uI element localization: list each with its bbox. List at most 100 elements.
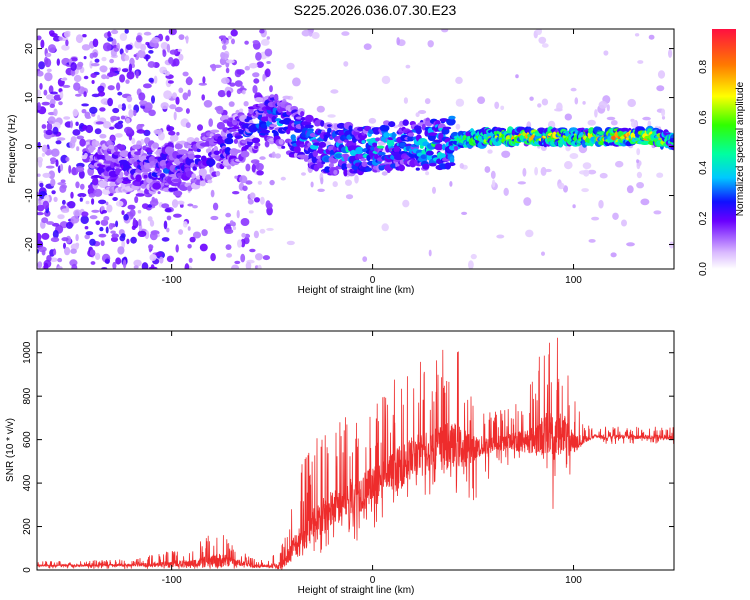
spectrogram-ridge-cell xyxy=(620,127,630,132)
spectrogram-cell xyxy=(226,253,233,258)
spectrogram-cell xyxy=(98,199,107,205)
spectrogram-cell xyxy=(128,109,134,118)
spectrogram-cell xyxy=(149,231,158,241)
spectrogram-cell xyxy=(141,262,149,269)
spectrogram-cell xyxy=(85,231,94,236)
spectrogram-cell xyxy=(455,123,461,130)
spectrogram-cell xyxy=(140,43,146,52)
spectrogram-cell xyxy=(65,206,69,212)
spectrogram-cell xyxy=(85,124,94,134)
spectrogram-cell xyxy=(259,228,266,234)
spectrogram-cell xyxy=(166,126,175,132)
spectrogram-ridge-cell xyxy=(324,166,331,173)
spectrogram-cell xyxy=(49,157,57,163)
bottom-ytick-label: 600 xyxy=(22,431,33,448)
spectrogram-cell xyxy=(252,72,260,78)
spectrogram-cell xyxy=(99,133,107,139)
spectrogram-ridge-cell xyxy=(171,187,178,192)
spectrogram-cell xyxy=(301,172,306,176)
spectrogram-cell xyxy=(57,257,63,263)
spectrogram-ridge-cell xyxy=(334,153,343,159)
spectrogram-cell xyxy=(107,85,115,91)
spectrogram-cell xyxy=(101,56,107,62)
spectrogram-cell xyxy=(75,121,79,127)
spectrogram-cell xyxy=(100,98,110,105)
spectrogram-cell xyxy=(286,62,295,70)
spectrogram-ridge-cell xyxy=(200,155,207,162)
spectrogram-ridge-cell xyxy=(426,150,434,156)
spectrogram-cell xyxy=(402,199,410,208)
spectrogram-cell xyxy=(269,179,275,186)
spectrogram-cell xyxy=(255,163,264,171)
spectrogram-cell xyxy=(245,163,251,172)
spectrogram-cell xyxy=(45,129,53,135)
spectrogram-cell xyxy=(668,49,673,58)
spectrogram-cell xyxy=(177,48,182,52)
spectrogram-ridge-cell xyxy=(299,143,305,148)
spectrogram-cell xyxy=(264,68,271,78)
spectrogram-ridge-cell xyxy=(105,155,112,161)
spectrogram-cell xyxy=(99,226,104,232)
spectrogram-cell xyxy=(220,53,229,60)
spectrogram-cell xyxy=(50,161,55,165)
spectrogram-cell xyxy=(345,179,352,186)
spectrogram-ridge-cell xyxy=(171,178,182,183)
spectrogram-cell xyxy=(169,134,179,142)
spectrogram-cell xyxy=(124,54,130,61)
spectrogram-cell xyxy=(37,70,44,77)
spectrogram-cell xyxy=(591,216,600,221)
spectrogram-cell xyxy=(256,61,264,68)
spectrogram-cell xyxy=(122,259,127,269)
spectrogram-ridge-cell xyxy=(393,146,401,153)
spectrogram-ridge-cell xyxy=(427,134,436,141)
spectrogram-cell xyxy=(168,57,174,64)
spectrogram-ridge-cell xyxy=(232,126,240,130)
spectrogram-cell xyxy=(224,228,234,234)
top-ytick-label: -20 xyxy=(24,237,35,252)
spectrogram-cell xyxy=(80,183,85,190)
spectrogram-ridge-cell xyxy=(119,171,124,178)
spectrogram-cell xyxy=(172,92,177,99)
spectrogram-cell xyxy=(75,181,80,189)
spectrogram-ridge-cell xyxy=(194,137,200,142)
spectrogram-cell xyxy=(91,198,95,205)
spectrogram-cell xyxy=(75,166,85,173)
spectrogram-cell xyxy=(192,205,198,209)
spectrogram-cell xyxy=(109,58,114,64)
spectrogram-cell xyxy=(148,50,154,54)
spectrogram-cell xyxy=(63,31,71,38)
spectrogram-cell xyxy=(554,108,563,112)
spectrogram-cell xyxy=(249,192,256,199)
spectrogram-cell xyxy=(396,37,401,46)
spectrogram-cell xyxy=(484,166,491,173)
spectrogram-cell xyxy=(427,40,434,48)
spectrogram-cell xyxy=(48,30,55,36)
spectrogram-ridge-cell xyxy=(110,161,115,169)
spectrogram-cell xyxy=(124,126,133,134)
spectrogram-ridge-cell xyxy=(442,126,452,130)
spectrogram-cell xyxy=(41,232,50,240)
spectrogram-ridge-cell xyxy=(192,166,197,171)
spectrogram-ridge-cell xyxy=(240,150,250,158)
spectrogram-cell xyxy=(38,160,43,168)
spectrogram-cell xyxy=(636,159,640,164)
spectrogram-ridge-cell xyxy=(377,151,386,156)
spectrogram-cell xyxy=(189,236,196,243)
spectrogram-cell xyxy=(201,94,205,101)
spectrogram-cell xyxy=(41,101,50,106)
spectrogram-cell xyxy=(102,42,112,52)
spectrogram-cell xyxy=(252,40,260,44)
spectrogram-cell xyxy=(536,29,542,35)
bottom-ytick-label: 800 xyxy=(22,387,33,404)
spectrogram-ridge-cell xyxy=(376,145,385,149)
spectrogram-cell xyxy=(187,89,191,97)
spectrogram-ridge-cell xyxy=(143,174,148,179)
spectrogram-cell xyxy=(203,100,213,108)
spectrogram-cell xyxy=(120,115,126,120)
spectrogram-cell xyxy=(175,96,180,105)
spectrogram-cell xyxy=(111,233,119,238)
spectrogram-cell xyxy=(61,237,69,242)
spectrogram-cell xyxy=(253,78,260,84)
spectrogram-ridge-cell xyxy=(207,179,213,184)
spectrogram-cell xyxy=(557,182,565,190)
